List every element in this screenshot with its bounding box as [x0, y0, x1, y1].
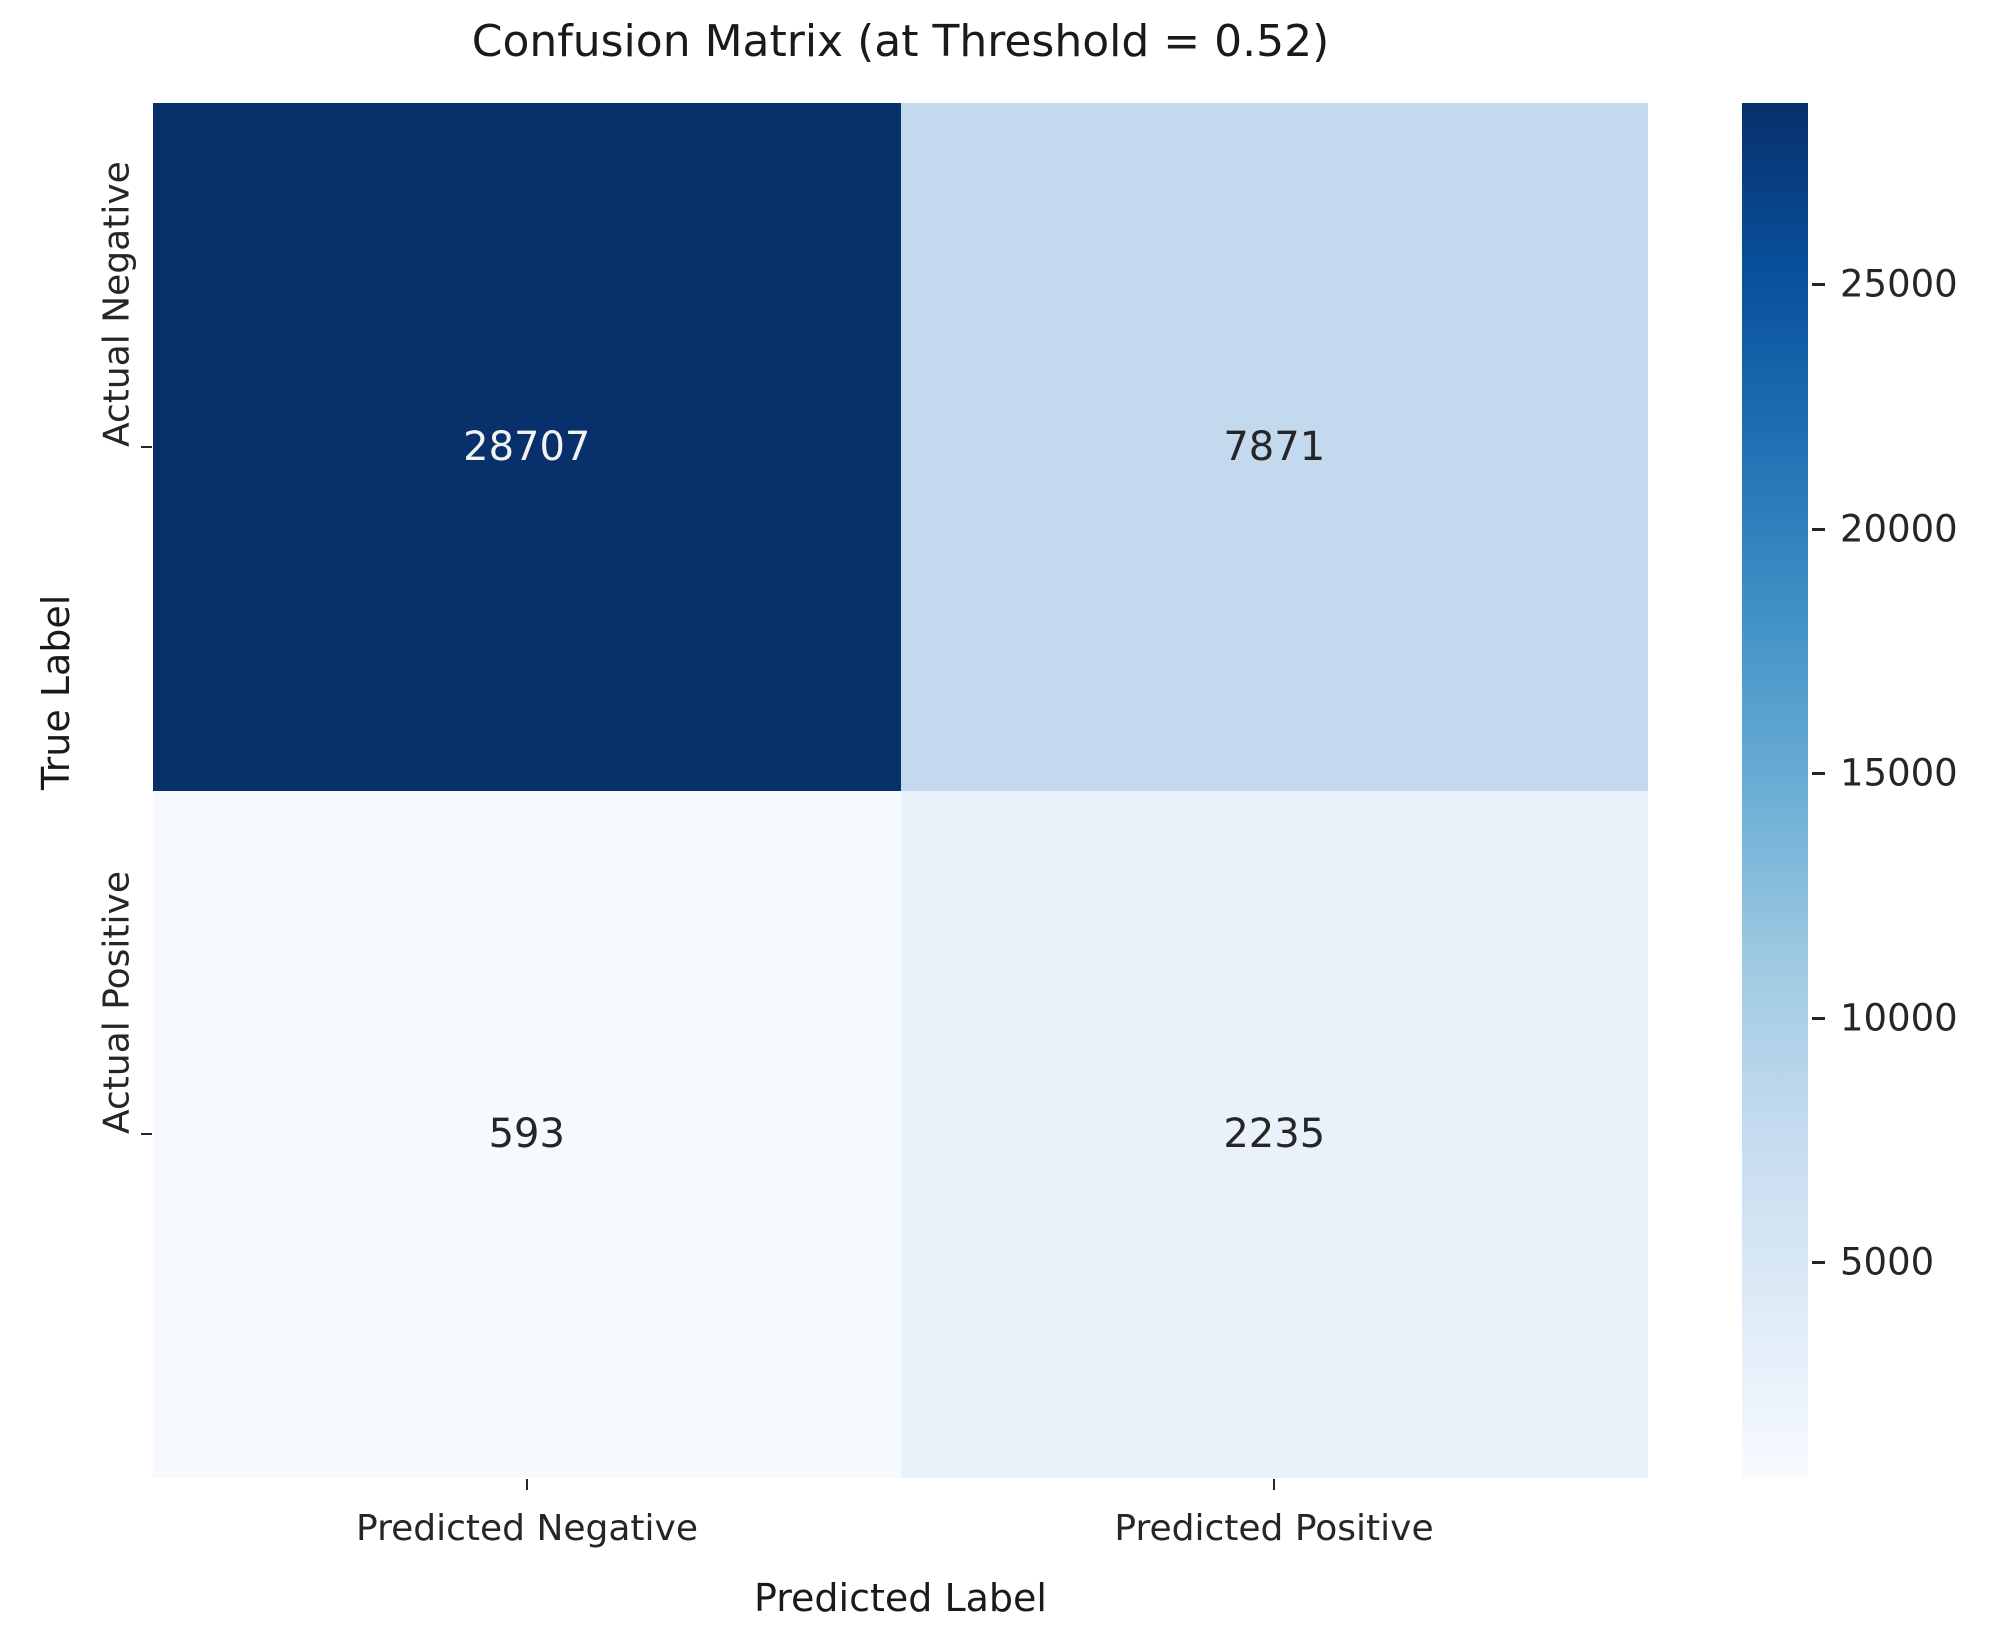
colorbar-tick-label: 25000 [1840, 262, 1958, 306]
x-tick-label-predicted-positive: Predicted Positive [1114, 1508, 1434, 1549]
heatmap: 28707 7871 593 2235 [153, 103, 1648, 1478]
colorbar-tick-label: 5000 [1840, 1240, 1935, 1284]
x-axis-tick [1273, 1479, 1275, 1490]
heatmap-cell-r1c1: 2235 [900, 790, 1648, 1478]
heatmap-cell-r0c1: 7871 [900, 103, 1648, 791]
colorbar-tick-label: 10000 [1840, 996, 1958, 1040]
x-axis-label: Predicted Label [754, 1576, 1047, 1620]
colorbar-tick [1812, 283, 1825, 287]
colorbar-tick [1812, 1016, 1825, 1020]
chart-title: Confusion Matrix (at Threshold = 0.52) [471, 16, 1330, 67]
x-tick-label-predicted-negative: Predicted Negative [356, 1508, 698, 1549]
y-axis-tick [141, 446, 152, 448]
heatmap-cell-r1c0: 593 [153, 790, 901, 1478]
colorbar [1742, 103, 1808, 1478]
y-axis-tick [141, 1133, 152, 1135]
colorbar-tick-label: 15000 [1840, 751, 1958, 795]
x-axis-tick [526, 1479, 528, 1490]
colorbar-tick [1812, 527, 1825, 531]
colorbar-tick [1812, 772, 1825, 776]
colorbar-tick-label: 20000 [1840, 507, 1958, 551]
heatmap-cell-r0c0: 28707 [153, 103, 901, 791]
colorbar-tick [1812, 1261, 1825, 1265]
